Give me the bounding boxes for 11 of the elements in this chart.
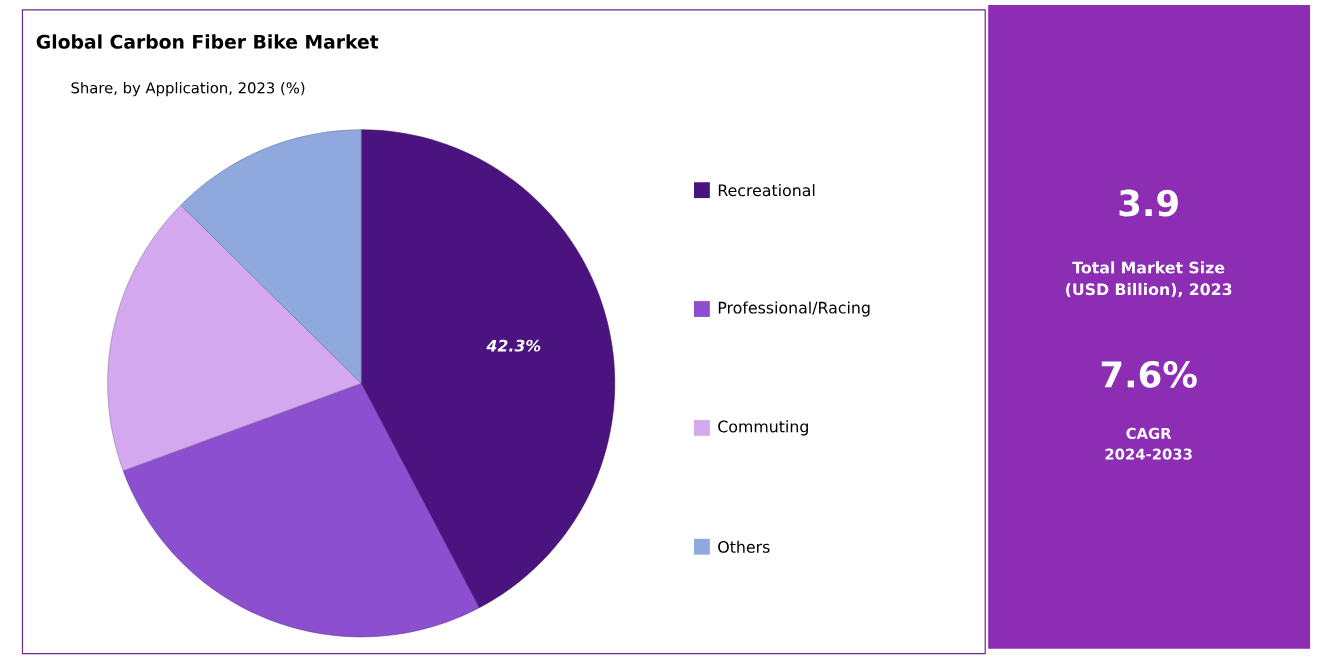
legend-label: Commuting [718,420,808,436]
chart-subtitle: Share, by Application, 2023 (%) [71,82,305,97]
legend-label: Others [718,540,770,554]
text: 7.6% [1101,361,1197,389]
chart-title: Global Carbon Fiber Bike Market [36,34,379,50]
text: Total Market Size (USD Billion), 2023 [1066,261,1232,298]
text: CAGR 2024-2033 [1105,427,1192,460]
legend-label: Professional/Racing [718,301,870,317]
legend-label: Recreational [718,184,815,197]
text: 3.9 [1119,189,1178,217]
data-label: 42.3% [486,339,541,352]
